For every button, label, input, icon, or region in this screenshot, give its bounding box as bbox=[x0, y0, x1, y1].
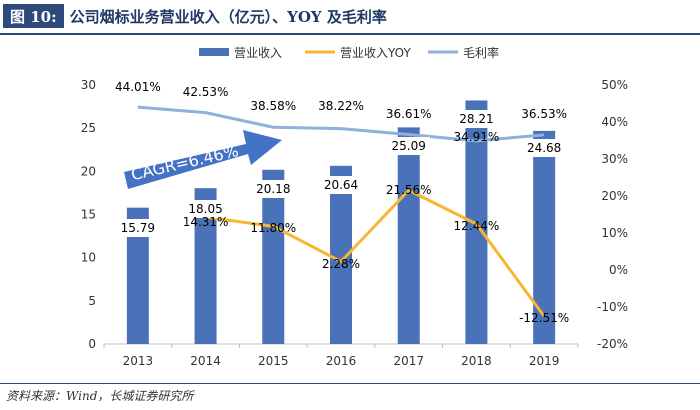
footer-rule bbox=[0, 383, 700, 384]
revenue-data-label-text: 18.05 bbox=[188, 202, 222, 216]
margin-line bbox=[137, 105, 545, 143]
yoy-data-label: 14.31% bbox=[183, 215, 229, 229]
margin-data-label-text: 42.53% bbox=[183, 85, 229, 99]
revenue-data-label-bg bbox=[522, 139, 566, 157]
revenue-data-label: 20.64 bbox=[319, 176, 363, 194]
yoy-data-label-text: 21.56% bbox=[386, 183, 432, 197]
x-tick-label: 2018 bbox=[461, 354, 492, 368]
revenue-data-label-text: 25.09 bbox=[392, 139, 426, 153]
margin-data-label: 36.61% bbox=[386, 107, 432, 121]
data-labels: 44.01% 42.53% 38.58% 38.22% 36.61% 34.91% 36.5… bbox=[115, 80, 569, 325]
yoy-line bbox=[205, 188, 546, 318]
margin-data-label-text: 38.22% bbox=[318, 99, 364, 113]
revenue-bars bbox=[126, 100, 556, 344]
legend-label-margin: 毛利率 bbox=[463, 45, 499, 60]
header-rule bbox=[0, 33, 700, 35]
x-tick-label: 2014 bbox=[190, 354, 221, 368]
revenue-bar bbox=[330, 165, 352, 344]
margin-data-label: 44.01% bbox=[115, 80, 161, 94]
right-tick-label: 0% bbox=[609, 263, 628, 277]
yoy-data-label-text: 14.31% bbox=[183, 215, 229, 229]
revenue-bar bbox=[465, 100, 488, 344]
left-tick-label: 0 bbox=[88, 337, 96, 351]
yoy-data-label-text: 2.28% bbox=[322, 257, 360, 271]
revenue-data-label-text: 28.21 bbox=[459, 112, 493, 126]
right-tick-label: -20% bbox=[597, 337, 628, 351]
yoy-data-label-text: 11.80% bbox=[250, 221, 296, 235]
figure-title: 公司烟标业务营业收入（亿元）、YOY 及毛利率 bbox=[69, 7, 387, 26]
figure-header: 图 10: 公司烟标业务营业收入（亿元）、YOY 及毛利率 bbox=[0, 0, 700, 32]
revenue-data-label-bg bbox=[455, 110, 498, 128]
series-lines bbox=[137, 105, 546, 318]
revenue-bar bbox=[262, 169, 285, 344]
revenue-data-label: 15.79 bbox=[116, 219, 160, 237]
margin-data-label: 38.58% bbox=[250, 99, 296, 113]
margin-data-label-text: 36.53% bbox=[521, 107, 567, 121]
right-tick-label: 30% bbox=[601, 152, 628, 166]
x-tick-label: 2015 bbox=[258, 354, 289, 368]
revenue-bar bbox=[533, 130, 556, 344]
revenue-data-label-text: 15.79 bbox=[121, 221, 155, 235]
left-tick-label: 30 bbox=[81, 78, 96, 92]
revenue-data-label-bg bbox=[319, 176, 363, 194]
cagr-arrow-shape bbox=[124, 130, 282, 189]
left-tick-label: 20 bbox=[81, 164, 96, 178]
margin-data-label: 42.53% bbox=[183, 85, 229, 99]
margin-data-label: 36.53% bbox=[521, 107, 567, 121]
legend-swatch-revenue bbox=[199, 48, 229, 56]
legend-label-revenue: 营业收入 bbox=[234, 46, 282, 60]
left-tick-label: 5 bbox=[88, 294, 96, 308]
revenue-data-label-bg bbox=[184, 200, 227, 218]
left-tick-label: 10 bbox=[81, 251, 96, 265]
right-tick-label: 50% bbox=[601, 78, 628, 92]
right-tick-label: 40% bbox=[601, 115, 628, 129]
revenue-data-label-bg bbox=[252, 180, 295, 198]
yoy-data-label: 2.28% bbox=[322, 257, 360, 271]
right-tick-label: -10% bbox=[597, 300, 628, 314]
yoy-data-label-text: -12.51% bbox=[519, 311, 569, 325]
revenue-bar bbox=[397, 127, 420, 344]
revenue-data-label-bg bbox=[387, 137, 430, 155]
margin-data-label: 38.22% bbox=[318, 99, 364, 113]
x-tick-label: 2017 bbox=[393, 354, 424, 368]
margin-data-label-text: 44.01% bbox=[115, 80, 161, 94]
right-tick-label: 10% bbox=[601, 226, 628, 240]
yoy-data-label: 21.56% bbox=[386, 183, 432, 197]
left-tick-label: 15 bbox=[81, 208, 96, 222]
revenue-data-label-text: 24.68 bbox=[527, 141, 561, 155]
yoy-data-label: 11.80% bbox=[250, 221, 296, 235]
revenue-data-label: 25.09 bbox=[387, 137, 430, 155]
yoy-data-label: 12.44% bbox=[454, 219, 500, 233]
x-tick-label: 2019 bbox=[529, 354, 560, 368]
left-tick-label: 25 bbox=[81, 121, 96, 135]
revenue-bar bbox=[126, 207, 149, 344]
margin-data-label-text: 36.61% bbox=[386, 107, 432, 121]
revenue-data-label: 28.21 bbox=[455, 110, 498, 128]
revenue-combo-chart: 营业收入 营业收入YOY 毛利率 2013 2014 2015 2016 2017 201… bbox=[81, 45, 628, 368]
yoy-data-label: -12.51% bbox=[519, 311, 569, 325]
revenue-data-label: 20.18 bbox=[252, 180, 295, 198]
source-note: 资料来源：Wind，长城证券研究所 bbox=[6, 389, 194, 403]
revenue-data-label: 18.05 bbox=[184, 200, 227, 218]
revenue-bar bbox=[194, 188, 217, 344]
legend-label-yoy: 营业收入YOY bbox=[340, 46, 411, 60]
revenue-data-label: 24.68 bbox=[522, 139, 566, 157]
margin-data-label-text: 38.58% bbox=[250, 99, 296, 113]
legend: 营业收入 营业收入YOY 毛利率 bbox=[199, 45, 499, 60]
cagr-label: CAGR=6.46% bbox=[129, 141, 240, 184]
right-tick-label: 20% bbox=[601, 189, 628, 203]
figure-number: 图 10: bbox=[3, 4, 64, 28]
margin-data-label: 34.91% bbox=[454, 130, 500, 144]
yoy-data-label-text: 12.44% bbox=[454, 219, 500, 233]
margin-data-label-text: 34.91% bbox=[454, 130, 500, 144]
revenue-data-label-bg bbox=[116, 219, 160, 237]
x-tick-label: 2013 bbox=[123, 354, 154, 368]
revenue-data-label-text: 20.18 bbox=[256, 182, 290, 196]
x-tick-label: 2016 bbox=[326, 354, 357, 368]
axes: 2013 2014 2015 2016 2017 2018 2019 0 5 10 15 20 25 30… bbox=[81, 78, 628, 368]
revenue-data-label-text: 20.64 bbox=[324, 178, 358, 192]
